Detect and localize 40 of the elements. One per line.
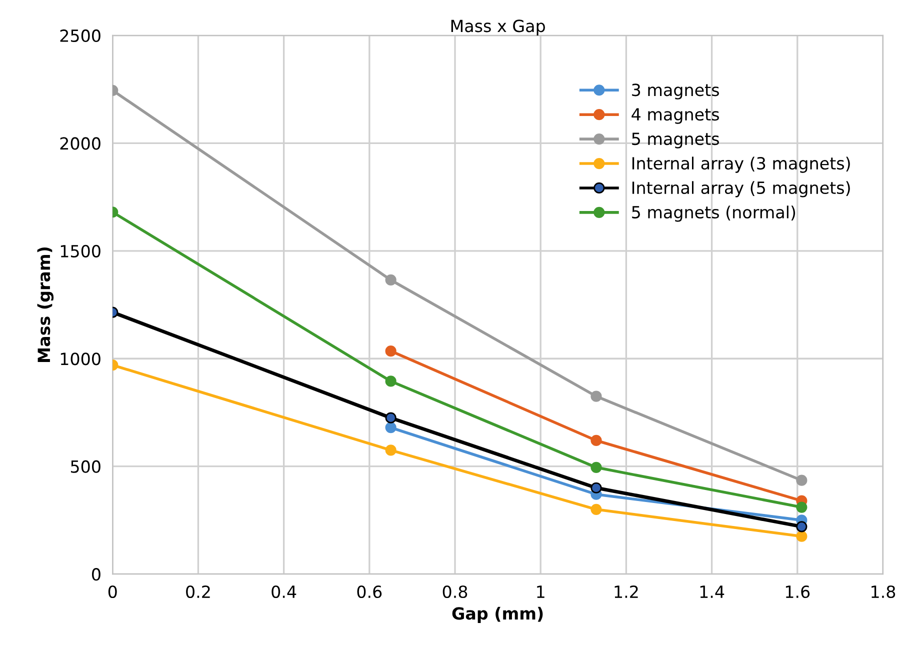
legend-label: Internal array (5 magnets) (632, 181, 850, 198)
legend-label: 3 magnets (632, 84, 719, 100)
x-tick-label: 0.6 (357, 585, 382, 598)
point (590, 504, 602, 515)
point (590, 434, 602, 446)
point (385, 376, 396, 387)
point (385, 274, 396, 286)
legend-label: Internal array (3 magnets) (632, 156, 850, 173)
point (590, 462, 602, 473)
y-tick-label: 500 (70, 460, 100, 473)
point (796, 502, 808, 513)
x-tick-label: 0.2 (186, 585, 210, 598)
y-tick-label: 0 (92, 568, 100, 581)
point (796, 530, 808, 542)
point (385, 412, 396, 424)
point (590, 390, 602, 402)
y-axis-title: Mass (gram) (37, 247, 54, 362)
x-tick-label: 0 (108, 585, 117, 598)
point (385, 422, 396, 434)
x-tick-label: 1 (537, 586, 544, 598)
point (796, 521, 808, 532)
legend-label: 5 magnets (normal) (632, 206, 796, 222)
y-tick-label: 2500 (60, 29, 100, 42)
point (590, 482, 602, 494)
point (385, 444, 396, 456)
y-tick-label: 2000 (60, 137, 100, 150)
x-tick-label: 1.2 (614, 585, 638, 598)
point (385, 346, 396, 357)
y-tick-label: 1500 (60, 244, 100, 258)
x-tick-label: 1.6 (786, 585, 810, 598)
legend-label: 5 magnets (632, 132, 719, 148)
legend-label: 4 magnets (632, 108, 719, 124)
x-tick-label: 1.8 (872, 585, 896, 598)
x-tick-label: 0.8 (442, 585, 468, 598)
point (796, 474, 808, 486)
x-tick-label: 1.4 (700, 586, 724, 598)
y-tick-label: 1000 (60, 352, 100, 366)
chart-title: Mass x Gap (451, 20, 545, 36)
x-axis-title: Gap (mm) (452, 606, 543, 623)
x-tick-label: 0.4 (272, 585, 296, 598)
